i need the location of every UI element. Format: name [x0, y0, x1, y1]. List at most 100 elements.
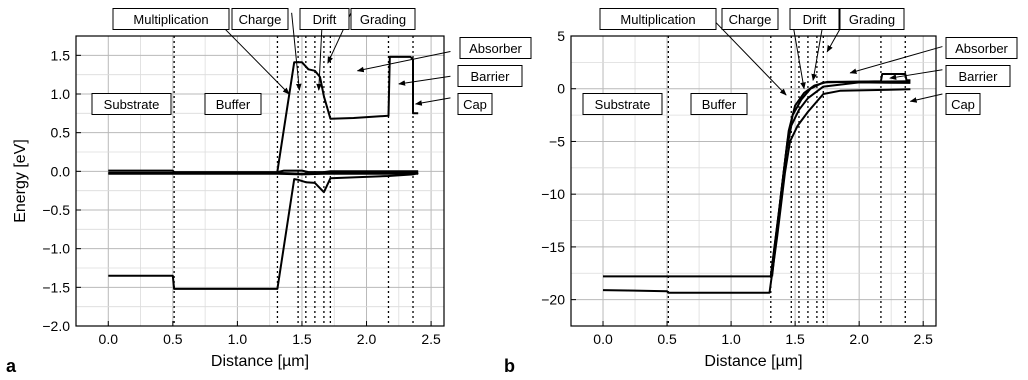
panel-letter: a	[6, 356, 17, 376]
plot-area	[571, 36, 936, 326]
region-label-text: Cap	[463, 97, 487, 112]
x-tick-label: 0.5	[163, 331, 183, 347]
y-tick-label: −1.5	[42, 279, 70, 295]
region-label-box	[789, 8, 840, 30]
region-label-text: Grading	[849, 12, 895, 27]
callout-arrow	[889, 69, 943, 80]
region-label-box	[112, 8, 230, 30]
callout-arrow	[811, 22, 824, 81]
callout-arrow	[792, 22, 806, 90]
callout-arrow	[356, 50, 451, 73]
region-label-box	[91, 93, 172, 115]
region-label-box	[690, 93, 748, 115]
region-label: Barrier	[945, 65, 1011, 87]
region-label-text: Substrate	[595, 97, 651, 112]
region-label: Grading	[839, 8, 905, 30]
x-tick-label: 2.5	[913, 331, 933, 347]
x-tick-label: 0.0	[99, 331, 119, 347]
region-label-box	[839, 8, 905, 30]
region-label: Buffer	[204, 93, 262, 115]
series-line	[771, 80, 911, 277]
region-label: Multiplication	[112, 8, 230, 30]
grid-lines	[75, 35, 444, 327]
region-label-box	[459, 37, 532, 59]
region-label-box	[350, 8, 416, 30]
region-label-box	[945, 65, 1011, 87]
region-label-text: Multiplication	[620, 12, 695, 27]
callout-arrows	[715, 21, 943, 103]
region-label-box	[457, 93, 493, 115]
region-label: Drift	[299, 8, 350, 30]
region-label: Cap	[457, 93, 493, 115]
y-tick-label: 0.5	[51, 125, 71, 141]
panel-letter: b	[504, 356, 515, 376]
x-axis-label: Distance [µm]	[211, 353, 309, 370]
region-label: Multiplication	[599, 8, 717, 30]
region-label-box	[945, 37, 1018, 59]
region-label: Substrate	[91, 93, 172, 115]
region-label: Grading	[350, 8, 416, 30]
y-tick-label: 5	[557, 28, 565, 44]
region-label-text: Barrier	[470, 69, 510, 84]
region-label: Substrate	[582, 93, 663, 115]
y-tick-labels: −2.0 −1.5 −1.0 −0.5 0.0 0.5 1.0 1.5	[42, 47, 81, 334]
region-label-text: Charge	[239, 12, 282, 27]
region-label-box	[582, 93, 663, 115]
x-tick-label: 2.0	[357, 331, 377, 347]
y-tick-label: −10	[541, 186, 565, 202]
callout-arrows	[208, 12, 451, 106]
series-group	[602, 73, 911, 294]
plot-frame	[570, 35, 937, 327]
y-tick-label: −5	[549, 133, 565, 149]
series-line	[602, 88, 911, 294]
y-tick-label: −0.5	[42, 202, 70, 218]
region-label-text: Multiplication	[133, 12, 208, 27]
region-label: Charge	[721, 8, 779, 30]
x-tick-label: 1.0	[721, 331, 741, 347]
x-tick-label: 2.5	[421, 331, 441, 347]
y-tick-label: −20	[541, 292, 565, 308]
x-tick-label: 0.0	[593, 331, 613, 347]
region-label-text: Charge	[729, 12, 772, 27]
region-label-box	[204, 93, 262, 115]
y-tick-label: 1.5	[51, 47, 71, 63]
y-tick-label: 0	[557, 81, 565, 97]
region-label-box	[945, 93, 981, 115]
callout-arrow	[291, 12, 302, 91]
region-label-box	[457, 65, 523, 87]
x-tick-labels: 0.0 0.5 1.0 1.5 2.0 2.5	[593, 321, 933, 347]
y-tick-label: −15	[541, 239, 565, 255]
region-label-box	[599, 8, 717, 30]
region-label-text: Drift	[803, 12, 827, 27]
region-label: Absorber	[459, 37, 532, 59]
callout-arrow	[715, 21, 787, 96]
y-tick-label: −2.0	[42, 318, 70, 334]
region-boundaries	[173, 36, 414, 326]
region-labels: Substrate Buffer Multiplication Charge Drift…	[91, 8, 532, 115]
y-tick-label: 1.0	[51, 86, 71, 102]
region-label-text: Buffer	[216, 97, 251, 112]
series-group	[108, 55, 419, 290]
plot-frame	[75, 35, 445, 327]
callout-arrow	[909, 93, 943, 103]
x-tick-label: 1.5	[785, 331, 805, 347]
region-label-text: Buffer	[702, 97, 737, 112]
region-label: Cap	[945, 93, 981, 115]
series-line	[108, 172, 419, 176]
chart-panel-a: 0.0 0.5 1.0 1.5 2.0 2.5 −2.0−1.5−1.0−0.50.00.…	[6, 8, 532, 376]
callout-arrow	[849, 46, 943, 74]
region-label-text: Cap	[951, 97, 975, 112]
x-tick-labels: 0.0 0.5 1.0 1.5 2.0 2.5	[99, 321, 441, 347]
region-labels: Substrate Buffer Multiplication Charge Drift…	[582, 8, 1018, 115]
x-tick-label: 1.0	[228, 331, 248, 347]
plot-area	[76, 36, 444, 326]
region-label-text: Absorber	[955, 41, 1008, 56]
region-label-box	[231, 8, 289, 30]
region-label-box	[299, 8, 350, 30]
region-label: Charge	[231, 8, 289, 30]
callout-arrow	[414, 97, 451, 106]
x-tick-label: 1.5	[292, 331, 312, 347]
x-tick-label: 0.5	[657, 331, 677, 347]
region-label-text: Barrier	[958, 69, 998, 84]
